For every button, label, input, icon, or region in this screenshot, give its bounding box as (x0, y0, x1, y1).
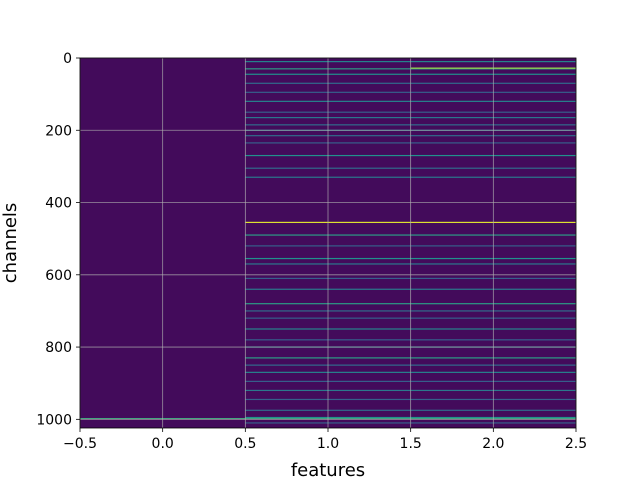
y-axis-label: channels (0, 203, 21, 284)
y-tick-label: 0 (63, 51, 72, 67)
x-tick-label: 2.5 (565, 436, 587, 452)
x-tick-label: −0.5 (63, 436, 97, 452)
y-tick-label: 1000 (36, 412, 72, 428)
x-axis-ticks: −0.5 0.0 0.5 1.0 1.5 2.0 2.5 (63, 428, 587, 452)
x-tick-label: 1.0 (317, 436, 339, 452)
x-tick-label: 2.0 (482, 436, 504, 452)
x-tick-label: 0.5 (234, 436, 256, 452)
y-tick-label: 200 (45, 123, 72, 139)
y-tick-label: 800 (45, 340, 72, 356)
y-axis-ticks: 0 200 400 600 800 1000 (36, 51, 80, 428)
x-tick-label: 0.0 (152, 436, 174, 452)
x-axis-label: features (291, 460, 365, 480)
x-tick-label: 1.5 (400, 436, 422, 452)
y-tick-label: 600 (45, 268, 72, 284)
y-tick-label: 400 (45, 196, 72, 212)
